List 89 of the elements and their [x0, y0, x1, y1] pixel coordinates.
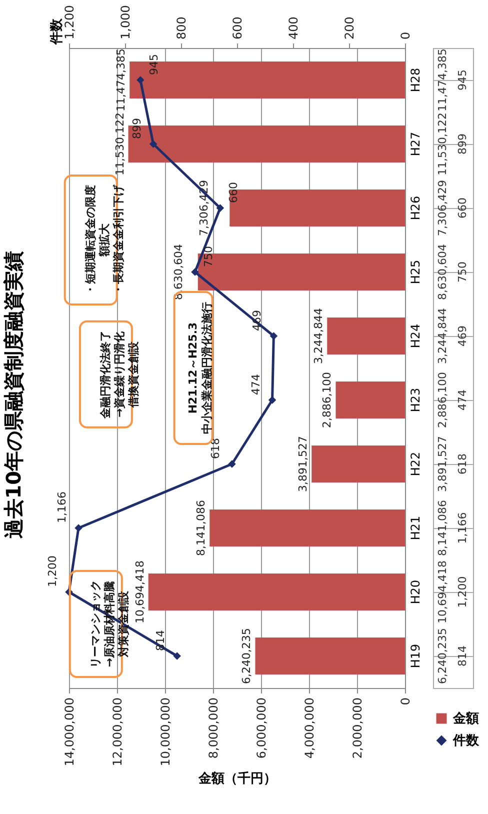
x-tick-label: 12,000,000	[110, 698, 124, 766]
text: 618	[208, 438, 222, 459]
data-label: 3,891,527	[436, 436, 449, 492]
x-tick-label: 8,000,000	[206, 698, 220, 759]
x2-tick-label: 0	[398, 32, 412, 40]
data-label: 11,530,122	[436, 112, 449, 176]
data-label: 10,694,418	[436, 560, 449, 624]
y-tick-label: H21	[408, 516, 422, 540]
text: 469	[250, 310, 264, 331]
text: 3,244,844	[312, 308, 326, 364]
data-label: 469	[456, 326, 469, 346]
text: 過去10年の県融資制度融資実績	[2, 250, 26, 540]
bar	[327, 317, 405, 355]
point	[228, 460, 236, 468]
x-axis-title: 金額（千円）	[198, 770, 276, 786]
bar	[255, 637, 405, 675]
text: 8,630,604	[172, 244, 185, 300]
data-label: 945	[456, 70, 469, 90]
text: 945	[147, 54, 160, 75]
text: 750	[202, 246, 215, 267]
x-tick-label: 10,000,000	[158, 698, 172, 766]
data-label: 2,886,100	[436, 372, 449, 428]
data-label: 1,166	[456, 512, 469, 544]
data-label: 618	[456, 454, 469, 474]
annotation: リーマンショック→原油原材料高騰対策資金創設	[88, 580, 130, 668]
bar	[312, 445, 405, 483]
text: 7,306,429	[198, 180, 211, 236]
point	[270, 332, 278, 340]
y-tick-label: H25	[408, 260, 422, 284]
x2-tick-label: 200	[342, 16, 356, 40]
annotation: ・短期運転資金の限度額拡大・長期資金金利引下げ	[84, 184, 125, 295]
text: 11,474,385	[114, 48, 128, 112]
x-tick-label: 14,000,000	[62, 698, 76, 766]
x-tick-label: 4,000,000	[302, 698, 316, 759]
text: 11,530,122	[113, 112, 126, 176]
text: 10,694,418	[133, 560, 146, 624]
point	[216, 204, 224, 212]
legend-label: 金額	[452, 710, 479, 726]
bar	[148, 573, 405, 611]
y-tick-label: H23	[408, 388, 422, 412]
x2-tick-label: 1,000	[118, 5, 132, 40]
x2-tick-label: 800	[174, 16, 188, 40]
data-label: 814	[456, 646, 469, 666]
data-label: 8,141,086	[436, 500, 449, 556]
data-label: 6,240,235	[436, 628, 449, 684]
x2-tick-label: 400	[286, 16, 300, 40]
text: 3,891,527	[296, 436, 310, 492]
y-tick-label: H26	[408, 196, 422, 220]
y-tick-label: H28	[408, 68, 422, 92]
text: 1,200	[46, 556, 59, 587]
data-label: 474	[456, 390, 469, 410]
bar	[336, 381, 405, 419]
y-tick-label: H22	[408, 452, 422, 476]
legend-label: 件数	[452, 734, 480, 748]
data-label: 750	[456, 262, 469, 282]
data-label: 8,630,604	[436, 244, 449, 300]
data-label: 660	[456, 198, 469, 218]
text: 899	[130, 118, 144, 139]
point	[136, 76, 144, 84]
annotation: 金融円滑化法終了→資金繰り円滑化借換資金創設	[98, 330, 140, 420]
data-label: 7,306,429	[436, 180, 449, 236]
x2-tick-label: 1,200	[62, 5, 76, 40]
text: 2,886,100	[320, 372, 334, 428]
y-tick-label: H27	[408, 132, 422, 156]
x-tick-label: 6,000,000	[254, 698, 268, 759]
x2-tick-label: 600	[230, 16, 244, 40]
data-label: 11,474,385	[436, 48, 449, 112]
point	[149, 140, 158, 148]
text: 1,166	[56, 492, 69, 523]
text: 474	[249, 374, 262, 395]
point	[268, 396, 276, 404]
x2-axis-title: 件数	[50, 18, 64, 46]
data-label: 3,244,844	[436, 308, 449, 364]
x-tick-label: 2,000,000	[350, 698, 364, 759]
point	[191, 268, 199, 276]
y-tick-label: H24	[408, 324, 422, 348]
text: 8,141,086	[194, 500, 208, 556]
data-label: 899	[456, 134, 469, 154]
bar	[210, 509, 405, 547]
text: 660	[227, 182, 240, 203]
x-tick-label: 0	[398, 698, 412, 706]
data-label: 1,200	[456, 576, 469, 608]
y-tick-label: H19	[408, 644, 422, 668]
point	[74, 524, 82, 532]
y-tick-label: H20	[408, 580, 422, 604]
annotation: H21.12～H25.3中小企業金融円滑化法施行	[186, 302, 214, 434]
text: 814	[154, 630, 168, 651]
text: 6,240,235	[240, 628, 254, 684]
point	[173, 652, 181, 660]
